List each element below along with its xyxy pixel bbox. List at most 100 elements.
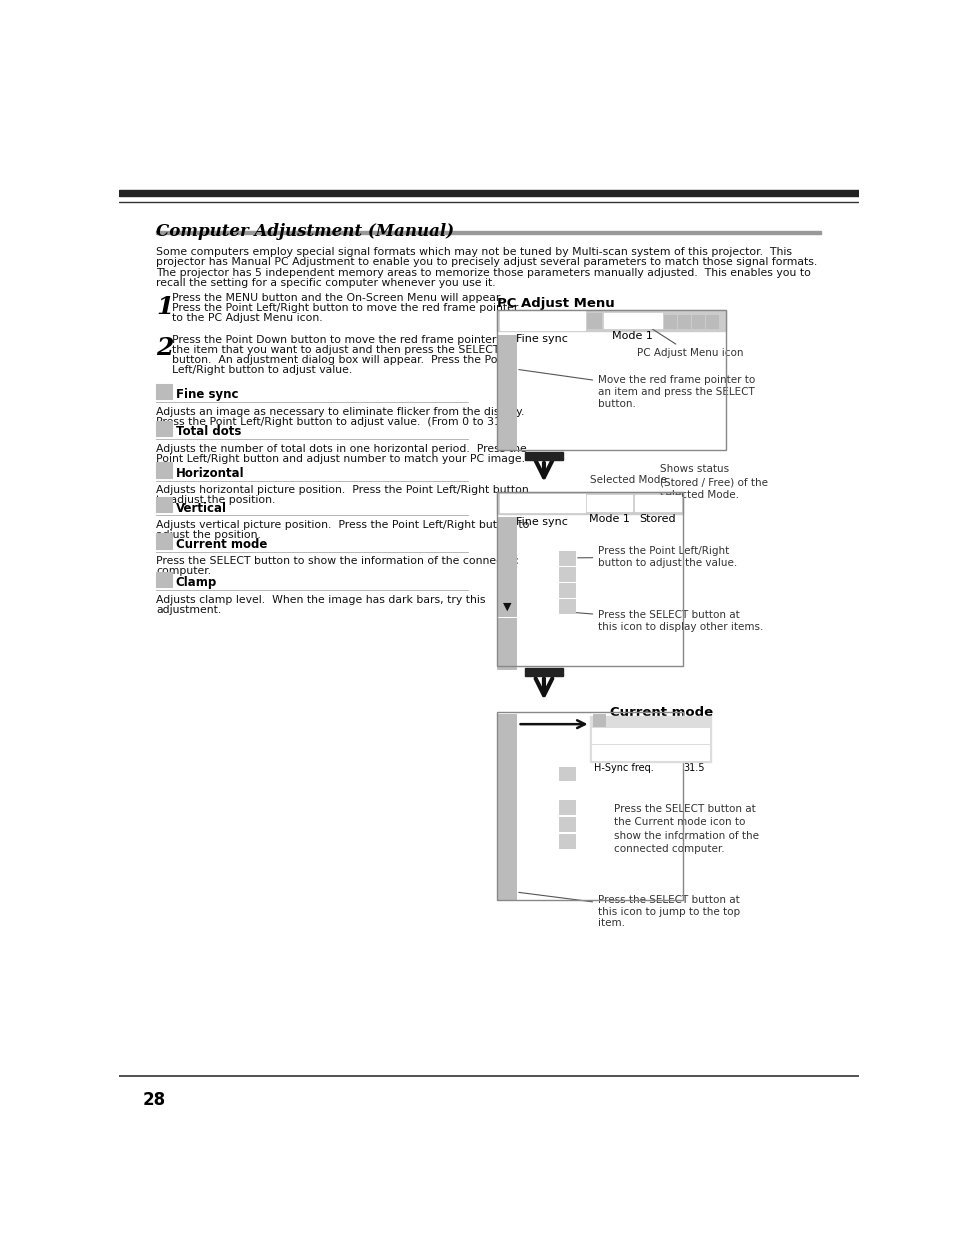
Text: Fine sync: Fine sync bbox=[175, 389, 238, 401]
Bar bbox=[119, 190, 858, 196]
Bar bbox=[678, 315, 690, 329]
Bar bbox=[517, 583, 558, 598]
Text: Press the Point Left/Right
button to adjust the value.: Press the Point Left/Right button to adj… bbox=[578, 546, 737, 568]
Bar bbox=[663, 315, 676, 329]
Text: PC Adjust Menu: PC Adjust Menu bbox=[497, 296, 615, 310]
Bar bbox=[497, 598, 516, 615]
Bar bbox=[592, 727, 708, 743]
Text: ◄►: ◄► bbox=[560, 803, 573, 811]
Text: Move the red frame pointer to
an item and press the SELECT
button.: Move the red frame pointer to an item an… bbox=[518, 369, 755, 409]
Text: computer.: computer. bbox=[156, 567, 212, 577]
Text: Fine sync: Fine sync bbox=[516, 335, 568, 345]
Bar bbox=[558, 818, 575, 831]
Text: ◄►: ◄► bbox=[560, 553, 573, 562]
Text: 1: 1 bbox=[534, 768, 540, 778]
Bar bbox=[497, 310, 725, 450]
Text: Press the SELECT button at
the Current mode icon to
show the information of the
: Press the SELECT button at the Current m… bbox=[613, 804, 758, 853]
Text: 28: 28 bbox=[142, 1092, 166, 1109]
Bar bbox=[497, 850, 516, 867]
Text: Left/Right button to adjust value.: Left/Right button to adjust value. bbox=[172, 364, 352, 374]
Text: to adjust the position.: to adjust the position. bbox=[156, 495, 275, 505]
Bar bbox=[497, 867, 516, 883]
Bar bbox=[497, 883, 516, 900]
Text: Mode 1: Mode 1 bbox=[589, 514, 630, 524]
Text: Adjusts clamp level.  When the image has dark bars, try this: Adjusts clamp level. When the image has … bbox=[156, 595, 485, 605]
Text: Computer Adjustment (Manual): Computer Adjustment (Manual) bbox=[156, 222, 454, 240]
Bar bbox=[497, 351, 516, 368]
Text: 301: 301 bbox=[527, 585, 548, 595]
Bar bbox=[497, 764, 516, 782]
Bar bbox=[497, 782, 516, 799]
Text: Some computers employ special signal formats which may not be tuned by Multi-sca: Some computers employ special signal for… bbox=[156, 247, 792, 257]
Bar bbox=[497, 711, 682, 900]
Bar bbox=[497, 582, 516, 599]
Bar bbox=[517, 550, 558, 566]
Bar bbox=[517, 766, 558, 782]
Text: ▼: ▼ bbox=[502, 603, 511, 613]
Bar bbox=[517, 567, 558, 582]
Text: recall the setting for a specific computer whenever you use it.: recall the setting for a specific comput… bbox=[156, 278, 496, 288]
Bar bbox=[634, 495, 680, 511]
Bar bbox=[499, 494, 584, 513]
Bar bbox=[497, 367, 516, 384]
Bar bbox=[497, 517, 516, 534]
Bar bbox=[497, 335, 516, 352]
Bar bbox=[156, 496, 172, 513]
Text: 480: 480 bbox=[527, 819, 548, 829]
Text: ◄►: ◄► bbox=[560, 585, 573, 595]
Bar bbox=[497, 399, 516, 416]
Bar bbox=[558, 599, 575, 614]
Text: Clamp: Clamp bbox=[175, 577, 217, 589]
Bar bbox=[497, 566, 516, 583]
Text: Adjusts horizontal picture position.  Press the Point Left/Right button: Adjusts horizontal picture position. Pre… bbox=[156, 485, 529, 495]
Bar bbox=[558, 800, 575, 814]
Text: 640: 640 bbox=[527, 803, 548, 813]
Bar bbox=[156, 384, 172, 399]
Bar bbox=[497, 618, 516, 635]
Bar bbox=[587, 495, 632, 511]
Bar bbox=[603, 312, 661, 329]
Text: Press the SELECT button to show the information of the connected: Press the SELECT button to show the info… bbox=[156, 556, 520, 567]
Bar bbox=[691, 315, 703, 329]
Text: V-Sync freq.: V-Sync freq. bbox=[594, 746, 652, 756]
Bar bbox=[517, 834, 558, 848]
Text: Current mode: Current mode bbox=[609, 705, 712, 719]
Text: Vertical: Vertical bbox=[175, 501, 227, 515]
Text: adjust the position.: adjust the position. bbox=[156, 530, 261, 540]
Bar bbox=[497, 652, 516, 668]
Text: button.  An adjustment dialog box will appear.  Press the Point: button. An adjustment dialog box will ap… bbox=[172, 354, 511, 364]
Bar bbox=[558, 551, 575, 564]
Text: projector has Manual PC Adjustment to enable you to precisely adjust several par: projector has Manual PC Adjustment to en… bbox=[156, 257, 817, 267]
Text: 39: 39 bbox=[530, 601, 544, 611]
Text: Press the SELECT button at
this icon to jump to the top
item.: Press the SELECT button at this icon to … bbox=[518, 893, 740, 929]
Text: 1346: 1346 bbox=[523, 569, 551, 579]
Text: to the PC Adjust Menu icon.: to the PC Adjust Menu icon. bbox=[172, 312, 322, 324]
Bar bbox=[156, 231, 821, 235]
Bar bbox=[156, 421, 172, 436]
Text: H-Sync freq.: H-Sync freq. bbox=[594, 763, 654, 773]
Bar bbox=[592, 745, 708, 761]
Text: PC Adjust Menu icon: PC Adjust Menu icon bbox=[634, 317, 742, 358]
Text: 15: 15 bbox=[530, 553, 544, 563]
Bar bbox=[705, 315, 718, 329]
Bar bbox=[558, 583, 575, 597]
Text: Adjusts vertical picture position.  Press the Point Left/Right button to: Adjusts vertical picture position. Press… bbox=[156, 520, 529, 530]
Text: Press the Point Down button to move the red frame pointer to: Press the Point Down button to move the … bbox=[172, 335, 510, 345]
Bar bbox=[587, 312, 600, 329]
Text: ◄►: ◄► bbox=[560, 769, 573, 778]
Text: ◄►: ◄► bbox=[560, 836, 573, 846]
Text: Press the Point Left/Right button to move the red frame pointer: Press the Point Left/Right button to mov… bbox=[172, 303, 517, 312]
Bar bbox=[497, 383, 516, 400]
Text: 60.0: 60.0 bbox=[682, 746, 703, 756]
Bar bbox=[497, 534, 516, 550]
Text: 2: 2 bbox=[156, 336, 173, 361]
Text: Horizontal: Horizontal bbox=[175, 467, 244, 480]
Text: ◄►: ◄► bbox=[560, 601, 573, 611]
Bar bbox=[517, 816, 558, 832]
Text: Shows status
(Stored / Free) of the
selected Mode.: Shows status (Stored / Free) of the sele… bbox=[659, 464, 767, 500]
Bar bbox=[497, 431, 516, 448]
Text: The projector has 5 independent memory areas to memorize those parameters manual: The projector has 5 independent memory a… bbox=[156, 268, 810, 278]
Bar bbox=[558, 835, 575, 848]
Text: Total dots: Total dots bbox=[175, 425, 241, 438]
Text: ◄►: ◄► bbox=[560, 820, 573, 829]
